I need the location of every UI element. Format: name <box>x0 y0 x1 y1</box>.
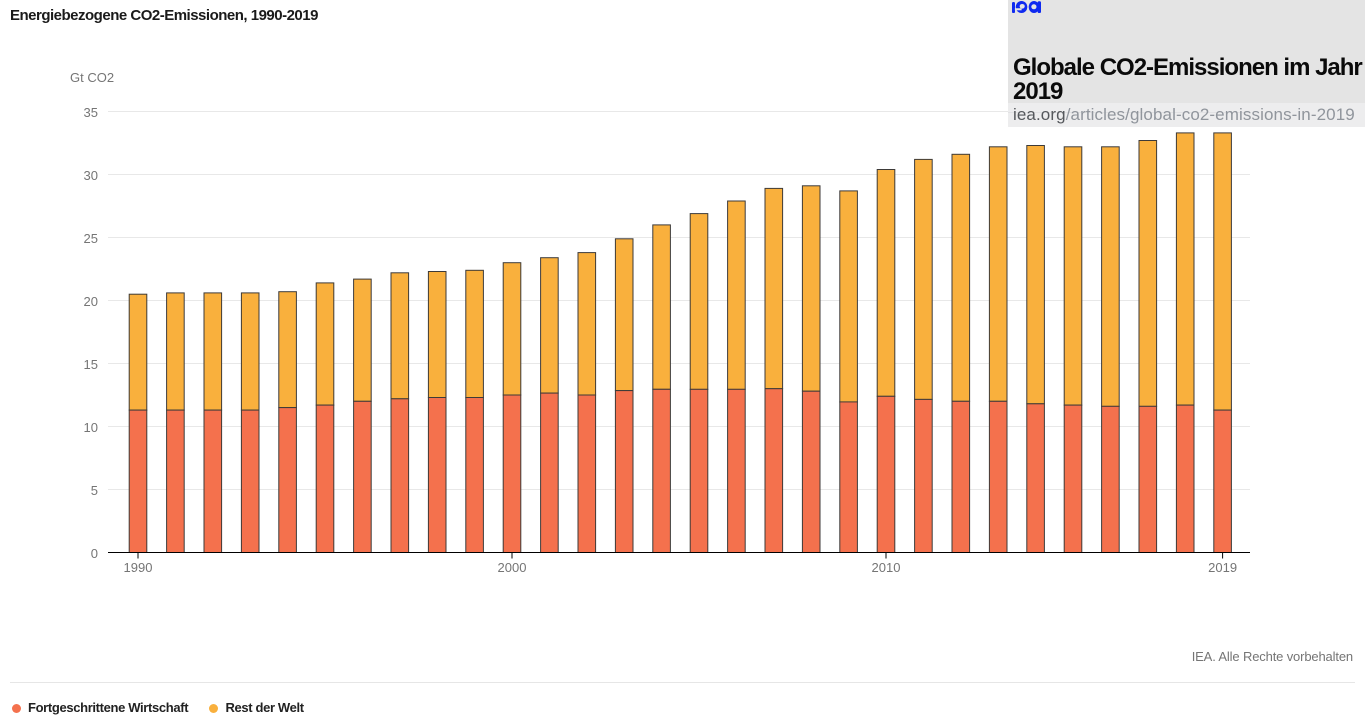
svg-text:20: 20 <box>84 294 98 309</box>
svg-text:15: 15 <box>84 357 98 372</box>
svg-text:5: 5 <box>91 483 98 498</box>
svg-text:1990: 1990 <box>124 560 153 575</box>
svg-text:2019: 2019 <box>1208 560 1237 575</box>
svg-text:35: 35 <box>84 105 98 120</box>
svg-text:2010: 2010 <box>872 560 901 575</box>
svg-text:0: 0 <box>91 546 98 561</box>
svg-text:2000: 2000 <box>498 560 527 575</box>
svg-text:Gt CO2: Gt CO2 <box>70 70 114 85</box>
svg-text:30: 30 <box>84 168 98 183</box>
svg-text:25: 25 <box>84 231 98 246</box>
svg-text:10: 10 <box>84 420 98 435</box>
